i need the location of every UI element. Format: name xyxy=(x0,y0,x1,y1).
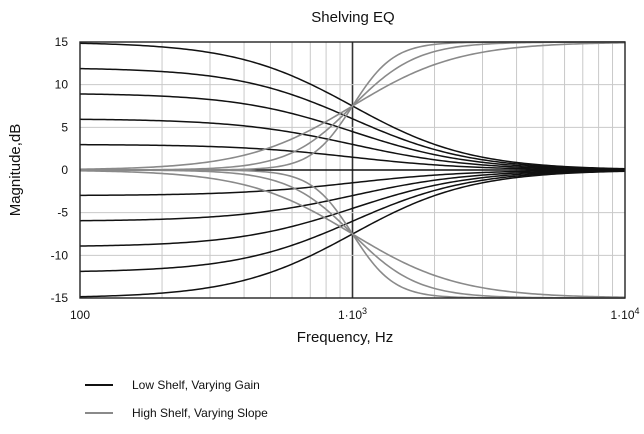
low-shelf-curve xyxy=(79,169,626,197)
x-axis-ticks: 100 1·103 1·104 xyxy=(70,306,640,322)
low-shelf-curve xyxy=(79,143,626,171)
plot-frame xyxy=(79,41,626,299)
high-shelf-curve xyxy=(79,169,626,299)
chart-title: Shelving EQ xyxy=(311,9,394,26)
x-tick-label: 1·104 xyxy=(610,306,639,322)
y-axis-ticks: 15 10 5 0 -5 -10 -15 xyxy=(51,35,69,305)
y-tick-label: -15 xyxy=(51,291,69,305)
y-tick-label: 15 xyxy=(55,35,69,49)
low-shelf-curve xyxy=(79,118,626,171)
x-tick-label: 1·103 xyxy=(338,306,367,322)
legend-label: Low Shelf, Varying Gain xyxy=(132,378,260,392)
low-shelf-series xyxy=(79,42,626,298)
low-shelf-curve xyxy=(79,93,626,170)
high-shelf-curve xyxy=(79,41,626,171)
y-axis-label: Magnitude,dB xyxy=(7,124,24,217)
low-shelf-curve xyxy=(79,170,626,273)
x-tick-label: 100 xyxy=(70,308,90,322)
low-shelf-curve xyxy=(79,170,626,247)
low-shelf-curve xyxy=(79,169,626,222)
y-tick-label: -5 xyxy=(57,206,68,220)
y-tick-label: 0 xyxy=(61,163,68,177)
y-tick-label: 5 xyxy=(61,120,68,134)
legend: Low Shelf, Varying Gain High Shelf, Varyi… xyxy=(85,378,268,420)
y-tick-label: 10 xyxy=(55,78,69,92)
y-tick-label: -10 xyxy=(51,248,69,262)
legend-label: High Shelf, Varying Slope xyxy=(132,406,268,420)
x-axis-label: Frequency, Hz xyxy=(297,329,393,346)
low-shelf-curve xyxy=(79,67,626,170)
